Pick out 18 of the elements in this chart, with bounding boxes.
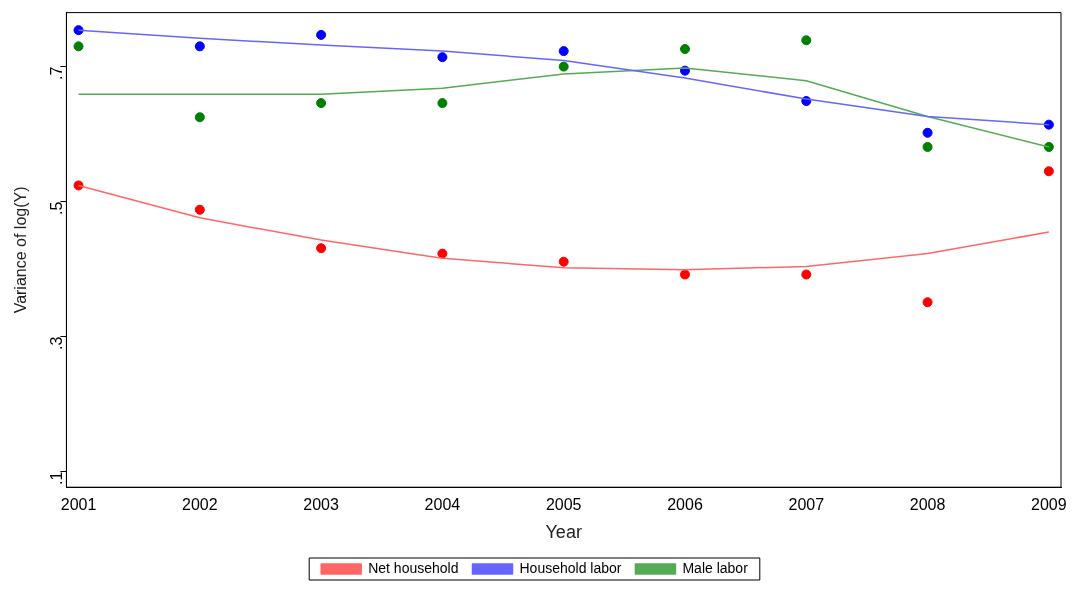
x-tick-label: 2004 [424, 496, 461, 514]
x-tick-label: 2005 [545, 496, 582, 514]
x-tick-label: 2001 [60, 496, 97, 514]
x-tick-label: 2008 [909, 496, 946, 514]
x-tick-label: 2007 [788, 496, 825, 514]
legend-label: Male labor [682, 559, 749, 576]
legend-label: Net household [368, 559, 459, 576]
x-tick-label: 2006 [667, 496, 703, 514]
x-tick-label: 2003 [303, 496, 340, 514]
legend-label: Household labor [519, 559, 622, 576]
x-tick-label: 2002 [182, 496, 218, 514]
y-tick-label: .5 [47, 201, 65, 215]
x-tick-label: 2009 [1031, 496, 1067, 514]
y-tick-label: .3 [47, 336, 65, 350]
y-tick-label: .7 [47, 66, 65, 80]
x-axis-title: Year [545, 522, 582, 543]
y-tick-label: .1 [47, 471, 65, 486]
y-axis-title: Variance of log(Y) [12, 186, 30, 314]
